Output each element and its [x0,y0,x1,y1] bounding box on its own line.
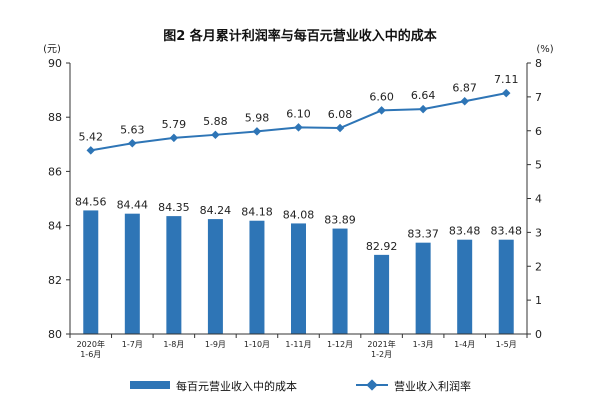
line-value-label: 5.42 [79,130,104,143]
line-value-label: 7.11 [494,73,519,86]
line-marker [252,127,262,136]
line-value-label: 6.64 [411,89,436,102]
right-tick-label: 5 [535,159,542,172]
bar-value-label: 83.89 [324,214,356,227]
bar-value-label: 82.92 [366,240,398,253]
bar [166,216,182,334]
x-tick-label: 2020年 [77,339,105,349]
line-marker [460,97,469,106]
bar [207,219,223,334]
line-value-label: 6.10 [286,107,311,120]
bar [498,239,514,334]
bar [415,242,431,334]
line-series [86,88,511,155]
bar-value-label: 83.37 [407,228,439,241]
right-tick-label: 0 [535,328,542,341]
bar [249,220,265,334]
line-path [90,92,507,152]
bar [457,239,473,334]
x-tick-label: 1-4月 [454,340,475,349]
right-axis-unit: (%) [536,44,553,55]
bar-value-label: 84.56 [75,195,107,208]
x-tick-label: 1-3月 [413,340,434,349]
right-axis: 0 1 2 3 4 5 6 7 8 [526,57,542,341]
right-tick-label: 3 [535,226,542,239]
bar-labels: 84.56 84.44 84.35 84.24 84.18 84.08 83.89 82.92… [75,195,522,252]
line-marker [128,139,137,148]
right-tick-label: 7 [535,91,542,104]
x-tick-label: 1-12月 [327,340,353,349]
left-tick-label: 82 [48,274,62,287]
legend-label-bar: 每百元营业收入中的成本 [176,379,297,393]
x-tick-label: 1-11月 [285,340,311,349]
bar [124,213,140,334]
right-tick-label: 2 [535,260,542,273]
right-tick-label: 1 [535,294,542,307]
bar-value-label: 84.44 [117,199,149,212]
x-tick-label: 1-7月 [122,340,143,349]
line-marker [418,104,428,114]
left-axis-unit: (元) [43,44,61,55]
left-tick-label: 80 [48,328,62,341]
bar [83,210,99,334]
x-tick-label: 1-8月 [163,340,184,349]
line-labels: 5.42 5.63 5.79 5.88 5.98 6.10 6.08 6.60 6.64 6.87… [79,73,519,143]
legend-label-line: 营业收入利润率 [394,379,471,393]
line-value-label: 5.79 [162,118,187,131]
line-marker [211,130,220,140]
bar [291,223,306,334]
left-tick-label: 84 [48,220,62,233]
left-axis: 80 82 84 86 88 90 [48,57,71,341]
left-tick-label: 88 [48,111,62,124]
line-marker [86,146,96,155]
bar-value-label: 83.48 [449,225,481,238]
x-tick-label: 2021年 [367,339,395,349]
line-value-label: 5.98 [245,111,270,124]
line-value-label: 5.63 [120,123,145,136]
bar-value-label: 84.08 [283,208,315,221]
line-marker [294,123,303,132]
line-marker [169,133,179,143]
x-tick-label: 1-6月 [80,350,101,359]
x-tick-label: 1-9月 [205,340,226,349]
x-tick-label: 1-5月 [496,340,517,349]
legend-swatch-marker [366,379,378,391]
bar [374,254,390,334]
bar-value-label: 84.18 [241,206,273,219]
right-tick-label: 6 [535,125,542,138]
line-marker [335,123,345,133]
x-tick-label: 1-10月 [244,340,270,349]
left-tick-label: 90 [48,57,62,70]
line-value-label: 6.87 [452,81,477,94]
bar-value-label: 84.35 [158,201,190,214]
legend-swatch-bar [130,381,170,389]
line-value-label: 6.08 [328,108,353,121]
bar [332,228,348,334]
left-tick-label: 86 [48,165,62,178]
x-tick-label: 1-2月 [371,350,392,359]
line-marker [501,88,511,98]
right-tick-label: 8 [535,57,542,70]
legend: 每百元营业收入中的成本 营业收入利润率 [130,379,471,393]
bar-value-label: 83.48 [490,225,522,238]
bar-series [83,210,514,334]
line-value-label: 5.88 [203,115,228,128]
chart-title: 图2 各月累计利润率与每百元营业收入中的成本 [163,28,437,44]
right-tick-label: 4 [535,193,542,206]
line-marker [377,106,386,115]
bar-value-label: 84.24 [200,204,232,217]
line-value-label: 6.60 [369,90,394,103]
